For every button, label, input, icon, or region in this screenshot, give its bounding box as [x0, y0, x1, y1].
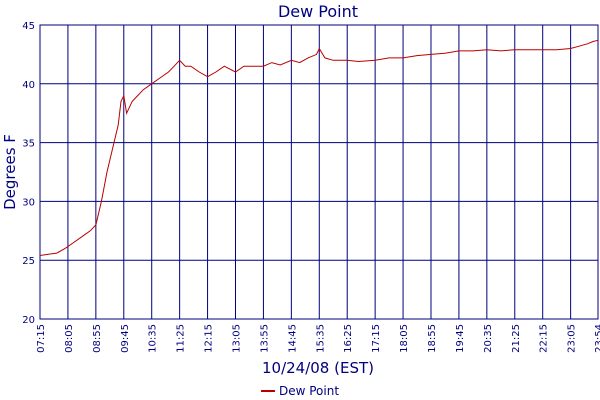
series-line-dew-point — [39, 39, 599, 256]
plot-area-border — [39, 24, 599, 320]
x-tick-label: 19:45 — [455, 324, 466, 353]
y-tick-label: 40 — [22, 80, 35, 91]
x-tick-label: 21:25 — [511, 324, 522, 353]
y-axis-title: Degrees F — [1, 134, 19, 210]
x-tick-label: 08:05 — [64, 324, 75, 353]
y-tick-label: 25 — [22, 256, 35, 267]
x-tick-label: 13:05 — [231, 324, 242, 353]
x-tick-label: 11:25 — [176, 324, 187, 353]
x-tick-label: 09:45 — [120, 324, 131, 353]
x-tick-label: 18:55 — [427, 324, 438, 353]
legend-label: Dew Point — [279, 384, 339, 398]
y-axis-ticks: 20 25 30 35 40 45 — [22, 21, 35, 326]
x-tick-label: 08:55 — [92, 324, 103, 353]
x-tick-label: 22:15 — [539, 324, 550, 353]
x-tick-label: 20:35 — [483, 324, 494, 353]
x-tick-label: 16:25 — [343, 324, 354, 353]
x-tick-label: 15:35 — [315, 324, 326, 353]
x-tick-label: 12:15 — [204, 324, 215, 353]
x-tick-label: 14:45 — [287, 324, 298, 353]
x-tick-label: 07:15 — [36, 324, 47, 353]
x-axis-title: 10/24/08 (EST) — [262, 359, 374, 377]
y-tick-label: 35 — [22, 139, 35, 150]
chart-title: Dew Point — [278, 2, 358, 21]
x-tick-label: 13:55 — [259, 324, 270, 353]
x-axis-ticks: 07:15 08:05 08:55 09:45 10:35 11:25 12:15 13:05… — [36, 324, 600, 353]
y-tick-label: 30 — [22, 197, 35, 208]
x-tick-label: 23:54 — [594, 324, 600, 353]
y-tick-label: 20 — [22, 315, 35, 326]
grid-lines — [39, 24, 599, 320]
x-tick-label: 23:05 — [567, 324, 578, 353]
y-tick-label: 45 — [22, 21, 35, 32]
x-tick-label: 18:05 — [399, 324, 410, 353]
x-tick-label: 10:35 — [148, 324, 159, 353]
x-tick-label: 17:15 — [371, 324, 382, 353]
